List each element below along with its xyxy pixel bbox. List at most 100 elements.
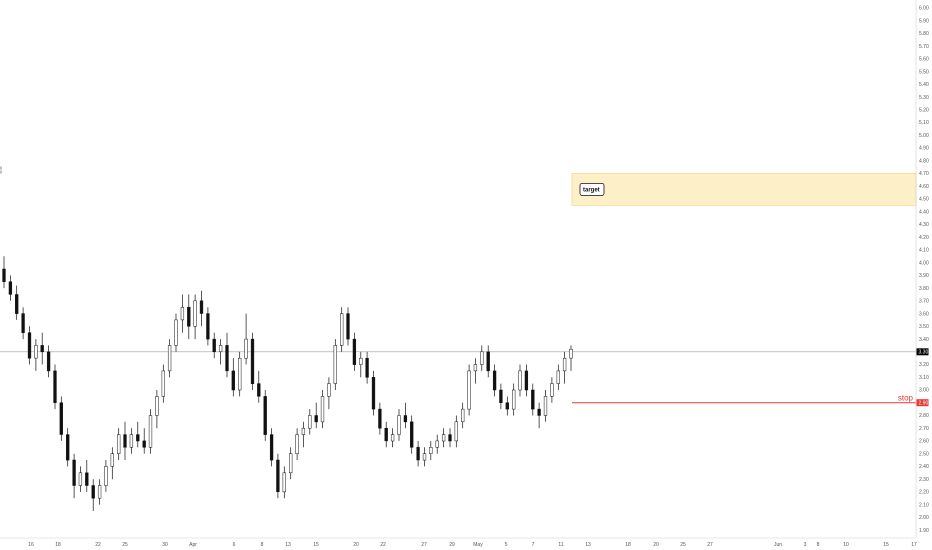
candle-body (327, 383, 331, 397)
candle-body (569, 348, 573, 359)
candle-body (403, 415, 408, 423)
candle-body (365, 357, 369, 378)
candle-body (422, 453, 427, 461)
candle-body (142, 440, 146, 448)
target-label-box (579, 182, 605, 196)
x-tick-label: 5 (505, 542, 508, 548)
y-tick-label: 3.90 (919, 273, 929, 279)
current-price-tag: 3.30 (916, 348, 929, 356)
x-tick-label: 27 (421, 542, 427, 548)
y-tick-label: 5.00 (919, 133, 929, 139)
x-tick-label: 20 (353, 542, 359, 548)
x-tick-label: 25 (122, 542, 128, 548)
x-tick-label: 29 (449, 542, 455, 548)
candle-body (110, 453, 114, 467)
y-tick-label: 3.10 (919, 375, 929, 381)
candle-body (518, 370, 522, 391)
target-zone[interactable] (571, 173, 917, 206)
x-tick-label: May (473, 542, 483, 548)
candle-body (161, 370, 165, 397)
y-tick-label: 5.50 (919, 69, 929, 75)
stop-price-tag-box (916, 399, 929, 407)
x-tick-label: 17 (911, 542, 917, 548)
current-price-tag-box (916, 348, 929, 356)
y-tick-label: 2.10 (919, 502, 929, 508)
candle-body (480, 351, 484, 365)
y-tick-label: 3.20 (919, 362, 929, 368)
candle-body (301, 427, 306, 435)
candle-body (429, 447, 433, 454)
x-tick-label: 16 (28, 542, 34, 548)
candle-body (371, 377, 376, 410)
candle-body (117, 434, 121, 454)
candle-body (72, 459, 76, 486)
x-tick-label: 27 (707, 542, 713, 548)
candle-body (410, 421, 414, 448)
y-tick-label: 2.40 (919, 464, 929, 470)
y-tick-label: 2.30 (919, 477, 929, 483)
y-tick-label: 5.70 (919, 44, 929, 50)
candle-body (531, 389, 535, 410)
y-tick-label: 5.20 (919, 108, 929, 114)
x-tick-label: Jun (774, 542, 782, 548)
candle-body (59, 402, 63, 435)
candle-body (250, 338, 255, 384)
x-tick-label: 22 (380, 542, 386, 548)
candle-body (225, 345, 229, 372)
candle-body (263, 396, 267, 435)
drag-handle-icon[interactable] (0, 166, 2, 174)
candle-body (550, 383, 554, 397)
y-tick-label: 3.60 (919, 311, 929, 317)
target-label[interactable]: target (579, 182, 605, 196)
x-tick-label: 18 (55, 542, 61, 548)
x-tick-label: 8 (261, 542, 264, 548)
current-price-tag-text: 3.30 (919, 350, 929, 356)
y-tick-label: 3.70 (919, 299, 929, 305)
candle-body (231, 370, 235, 391)
stop-price-tag: 2.90 (916, 399, 929, 407)
candle-body (276, 459, 280, 493)
candle-body (148, 415, 153, 448)
candle-body (218, 345, 223, 353)
y-tick-label: 4.60 (919, 184, 929, 190)
x-tick-label: 30 (162, 542, 168, 548)
y-tick-label: 2.80 (919, 413, 929, 419)
y-tick-label: 1.90 (919, 528, 929, 534)
candle-body (378, 408, 382, 429)
time-axis[interactable]: 16 18 22 25 30 Apr 6 8 13 15 20 22 27 29 May 5 7 11 13 18 20… (28, 542, 917, 548)
candle-body (289, 453, 293, 474)
y-tick-label: 4.10 (919, 248, 929, 254)
candle-body (492, 370, 497, 391)
x-tick-label: 8 (817, 542, 820, 548)
y-tick-label: 5.90 (919, 18, 929, 24)
y-tick-label: 6.00 (919, 6, 929, 12)
y-tick-label: 3.50 (919, 324, 929, 330)
x-tick-label: 22 (95, 542, 101, 548)
y-tick-label: 4.50 (919, 197, 929, 203)
x-tick-label: 11 (558, 542, 563, 548)
candle-body (174, 319, 178, 346)
candle-body (257, 383, 261, 397)
candle-body (212, 338, 216, 353)
y-tick-label: 2.50 (919, 451, 929, 457)
stop-price-tag-text: 2.90 (919, 401, 929, 407)
candle-body (40, 345, 44, 353)
candle-body (441, 434, 446, 442)
x-tick-label: 25 (680, 542, 686, 548)
x-tick-label: 6 (233, 542, 236, 548)
y-tick-label: 2.70 (919, 426, 929, 432)
candle-body (46, 351, 51, 372)
candle-body (448, 434, 452, 442)
candle-body (556, 370, 560, 384)
candle-body (512, 389, 516, 410)
candle-body (193, 300, 197, 327)
y-tick-label: 3.80 (919, 286, 929, 292)
candle-body (238, 357, 242, 391)
candle-body (21, 313, 25, 333)
candle-body (155, 396, 159, 416)
candle-body (320, 396, 325, 423)
candle-series (2, 256, 573, 511)
candle-body (66, 434, 70, 461)
candle-body (543, 396, 548, 416)
